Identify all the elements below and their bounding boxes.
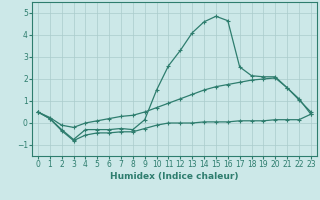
X-axis label: Humidex (Indice chaleur): Humidex (Indice chaleur): [110, 172, 239, 181]
